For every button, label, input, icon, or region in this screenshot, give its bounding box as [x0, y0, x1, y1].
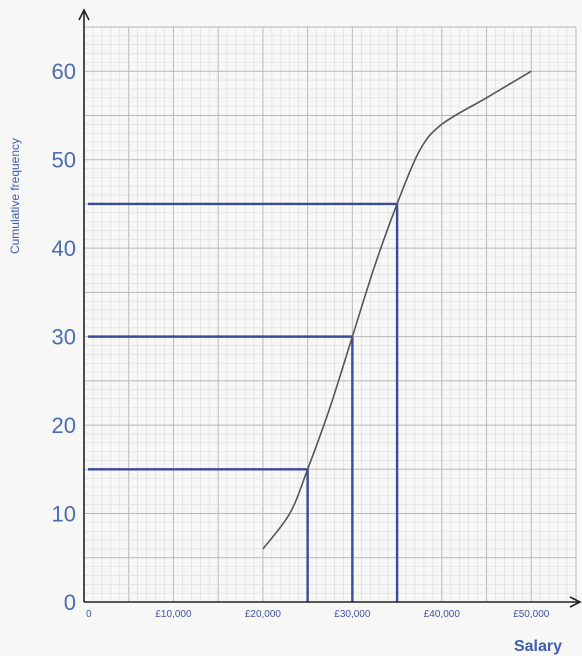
x-axis-arrow [569, 596, 582, 608]
y-tick-label: 10 [52, 502, 76, 527]
y-axis-arrow [78, 8, 90, 21]
reading-lines [88, 202, 399, 602]
grid [83, 26, 577, 603]
y-tick-labels: 0 10 20 30 40 50 60 [52, 59, 76, 615]
x-tick-label: 0 [86, 609, 92, 620]
cumulative-frequency-curve [262, 70, 532, 550]
x-tick-label: £30,000 [334, 609, 371, 620]
y-tick-label: 30 [52, 325, 76, 350]
axes [78, 8, 582, 608]
y-tick-label: 20 [52, 413, 76, 438]
x-tick-labels: 0 £10,000 £20,000 £30,000 £40,000 £50,000 [86, 609, 550, 620]
x-tick-label: £50,000 [513, 609, 550, 620]
y-tick-label: 60 [52, 59, 76, 84]
y-axis-title: Cumulative frequency [8, 138, 22, 254]
y-tick-label: 40 [52, 236, 76, 261]
y-tick-label: 50 [52, 148, 76, 173]
y-tick-label: 0 [64, 590, 76, 615]
x-tick-label: £40,000 [424, 609, 461, 620]
x-axis-title: Salary [514, 638, 562, 655]
x-tick-label: £10,000 [155, 609, 192, 620]
x-tick-label: £20,000 [245, 609, 282, 620]
